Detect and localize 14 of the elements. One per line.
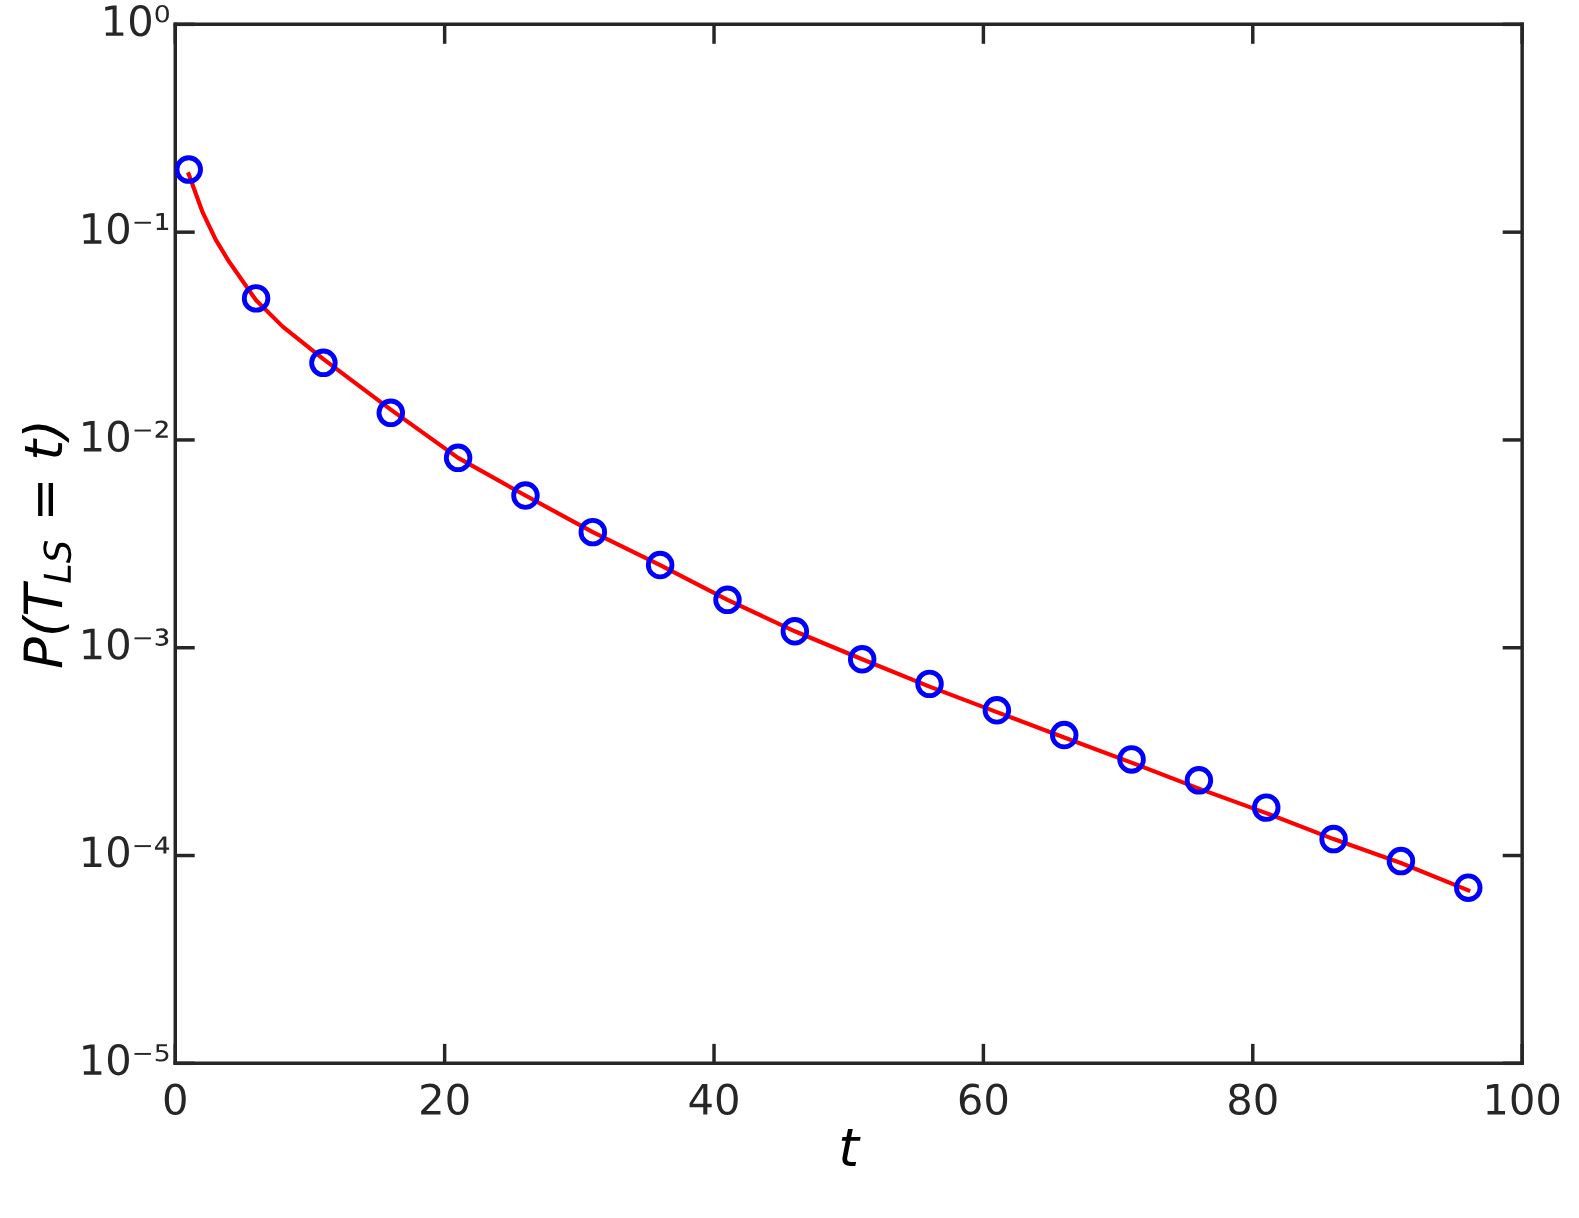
y-tick-label: 10⁻³ [83,628,169,660]
y-tick-label: 10⁻¹ [83,212,169,245]
y-tick-label: 10⁰ [105,4,169,37]
x-tick-label: 0 [164,1083,186,1116]
y-axis-title: P(T$_{LS}$ = t) [22,424,72,668]
x-tick-label: 80 [1229,1083,1277,1116]
x-tick-label: 20 [421,1083,469,1116]
x-tick-label: 60 [959,1083,1008,1116]
y-tick-label: 10⁻⁵ [83,1043,169,1076]
y-tick-label: 10⁻² [83,420,168,453]
x-tick-label: 40 [689,1083,738,1116]
x-tick-label: 100 [1486,1083,1560,1116]
x-axis-title: t [841,1128,861,1166]
y-tick-label: 10⁻⁴ [83,836,170,868]
